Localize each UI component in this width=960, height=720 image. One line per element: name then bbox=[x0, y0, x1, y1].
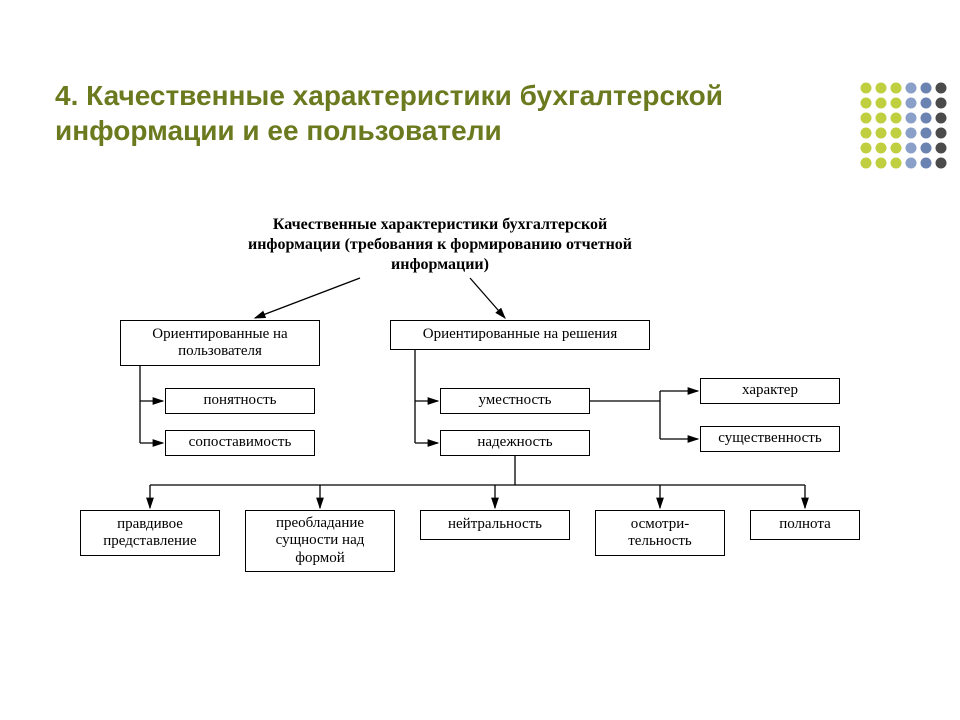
node-relevance: уместность bbox=[440, 388, 590, 414]
node-reliability: надежность bbox=[440, 430, 590, 456]
slide: 4. Качественные характеристики бухгалтер… bbox=[0, 0, 960, 720]
diagram-root-label: Качественные характеристики бухгалтерско… bbox=[230, 215, 650, 275]
node-completeness: полнота bbox=[750, 510, 860, 540]
node-decision-oriented: Ориентированные на решения bbox=[390, 320, 650, 350]
node-materiality: существенность bbox=[700, 426, 840, 452]
corner-dot-grid bbox=[858, 80, 958, 180]
node-truthful: правдивое представление bbox=[80, 510, 220, 556]
node-user-oriented: Ориентированные на пользователя bbox=[120, 320, 320, 366]
node-neutrality: нейтральность bbox=[420, 510, 570, 540]
node-nature: характер bbox=[700, 378, 840, 404]
node-comparability: сопоставимость bbox=[165, 430, 315, 456]
node-clarity: понятность bbox=[165, 388, 315, 414]
slide-title: 4. Качественные характеристики бухгалтер… bbox=[55, 78, 755, 148]
node-prudence: осмотри-тельность bbox=[595, 510, 725, 556]
node-substance-over-form: преобладание сущности над формой bbox=[245, 510, 395, 572]
